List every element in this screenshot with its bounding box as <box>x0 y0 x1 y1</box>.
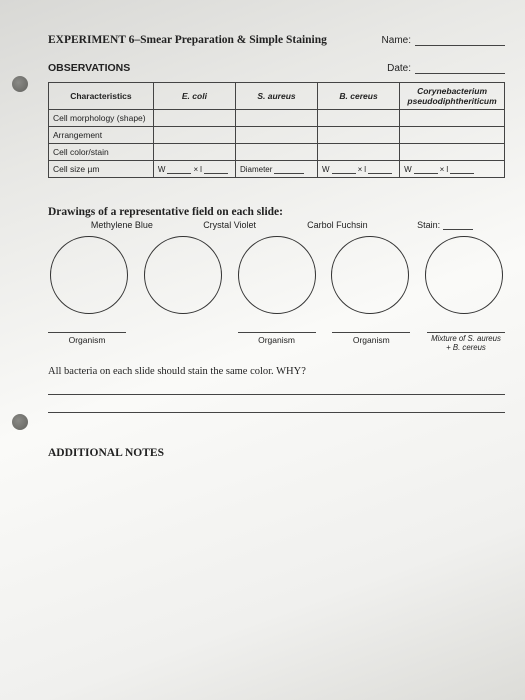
l-blank[interactable] <box>450 173 474 174</box>
cell-size-ecoli[interactable]: W × l <box>153 161 235 178</box>
answer-line[interactable] <box>48 377 505 395</box>
row-morphology: Cell morphology (shape) <box>49 110 154 127</box>
cell-blank[interactable] <box>235 127 317 144</box>
cell-blank[interactable] <box>153 144 235 161</box>
w-blank[interactable] <box>414 173 438 174</box>
table-header-row: Characteristics E. coli S. aureus B. cer… <box>49 83 505 110</box>
stain-carbol: Carbol Fuchsin <box>284 220 392 230</box>
drawing-circle[interactable] <box>425 236 503 314</box>
observations-table: Characteristics E. coli S. aureus B. cer… <box>48 82 505 178</box>
date-label: Date: <box>387 63 411 74</box>
date-blank[interactable] <box>415 73 505 74</box>
additional-notes-heading: ADDITIONAL NOTES <box>48 447 505 459</box>
cell-blank[interactable] <box>400 144 505 161</box>
name-field: Name: <box>382 35 505 46</box>
why-question: All bacteria on each slide should stain … <box>48 366 505 377</box>
diam-blank[interactable] <box>274 173 304 174</box>
row-cellsize: Cell size µm <box>49 161 154 178</box>
col-coryne-a: Corynebacterium <box>417 86 487 96</box>
organism-spacer <box>143 332 221 352</box>
cell-blank[interactable] <box>235 144 317 161</box>
observations-heading: OBSERVATIONS <box>48 62 130 74</box>
worksheet-page: EXPERIMENT 6–Smear Preparation & Simple … <box>0 0 525 479</box>
col-coryne-b: pseudodiphtheriticum <box>407 96 496 106</box>
punch-hole <box>12 76 28 92</box>
l-label: l <box>200 165 202 174</box>
answer-line[interactable] <box>48 395 505 413</box>
cell-size-saureus[interactable]: Diameter <box>235 161 317 178</box>
cell-blank[interactable] <box>318 144 400 161</box>
col-bcereus: B. cereus <box>318 83 400 110</box>
cell-blank[interactable] <box>318 110 400 127</box>
table-row: Arrangement <box>49 127 505 144</box>
drawing-circle[interactable] <box>238 236 316 314</box>
l-label: l <box>364 165 366 174</box>
header-row: EXPERIMENT 6–Smear Preparation & Simple … <box>48 34 505 46</box>
w-blank[interactable] <box>167 173 191 174</box>
diameter-label: Diameter <box>240 165 272 174</box>
cell-size-bcereus[interactable]: W × l <box>318 161 400 178</box>
stain-custom: Stain: <box>391 220 499 230</box>
drawing-circle[interactable] <box>50 236 128 314</box>
table-row: Cell color/stain <box>49 144 505 161</box>
col-saureus: S. aureus <box>235 83 317 110</box>
cell-blank[interactable] <box>318 127 400 144</box>
col-coryne: Corynebacterium pseudodiphtheriticum <box>400 83 505 110</box>
name-label: Name: <box>382 35 411 46</box>
drawings-heading: Drawings of a representative field on ea… <box>48 206 505 218</box>
row-arrangement: Arrangement <box>49 127 154 144</box>
cell-size-coryne[interactable]: W × l <box>400 161 505 178</box>
row-colorstain: Cell color/stain <box>49 144 154 161</box>
stain-labels-row: Methylene Blue Crystal Violet Carbol Fuc… <box>48 220 505 230</box>
x-label: × <box>358 165 363 174</box>
cell-blank[interactable] <box>235 110 317 127</box>
x-label: × <box>440 165 445 174</box>
w-label: W <box>158 165 166 174</box>
cell-blank[interactable] <box>400 127 505 144</box>
w-label: W <box>404 165 412 174</box>
drawing-circle[interactable] <box>144 236 222 314</box>
mixture-b: + B. cereus <box>446 343 486 352</box>
cell-blank[interactable] <box>153 127 235 144</box>
l-blank[interactable] <box>204 173 228 174</box>
header-row-2: OBSERVATIONS Date: <box>48 52 505 74</box>
organism-labels-row: Organism Organism Organism Mixture of S.… <box>48 332 505 352</box>
name-blank[interactable] <box>415 45 505 46</box>
x-label: × <box>193 165 198 174</box>
organism-label[interactable]: Organism <box>48 332 126 352</box>
stain-label: Stain: <box>417 220 440 230</box>
col-ecoli: E. coli <box>153 83 235 110</box>
cell-blank[interactable] <box>153 110 235 127</box>
punch-hole <box>12 414 28 430</box>
w-label: W <box>322 165 330 174</box>
l-label: l <box>446 165 448 174</box>
l-blank[interactable] <box>368 173 392 174</box>
organism-label[interactable]: Organism <box>332 332 410 352</box>
mixture-label: Mixture of S. aureus + B. cereus <box>427 332 505 352</box>
table-row: Cell morphology (shape) <box>49 110 505 127</box>
drawing-circle[interactable] <box>331 236 409 314</box>
stain-blank[interactable] <box>443 229 473 230</box>
organism-label[interactable]: Organism <box>238 332 316 352</box>
date-field: Date: <box>387 63 505 74</box>
table-row: Cell size µm W × l Diameter W <box>49 161 505 178</box>
w-blank[interactable] <box>332 173 356 174</box>
cell-blank[interactable] <box>400 110 505 127</box>
stain-methylene: Methylene Blue <box>68 220 176 230</box>
col-characteristics: Characteristics <box>49 83 154 110</box>
experiment-title: EXPERIMENT 6–Smear Preparation & Simple … <box>48 34 327 46</box>
drawing-circles-row <box>48 236 505 314</box>
stain-crystal: Crystal Violet <box>176 220 284 230</box>
